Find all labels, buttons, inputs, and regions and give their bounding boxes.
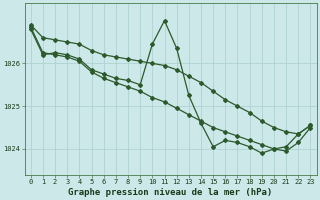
X-axis label: Graphe pression niveau de la mer (hPa): Graphe pression niveau de la mer (hPa) [68,188,273,197]
